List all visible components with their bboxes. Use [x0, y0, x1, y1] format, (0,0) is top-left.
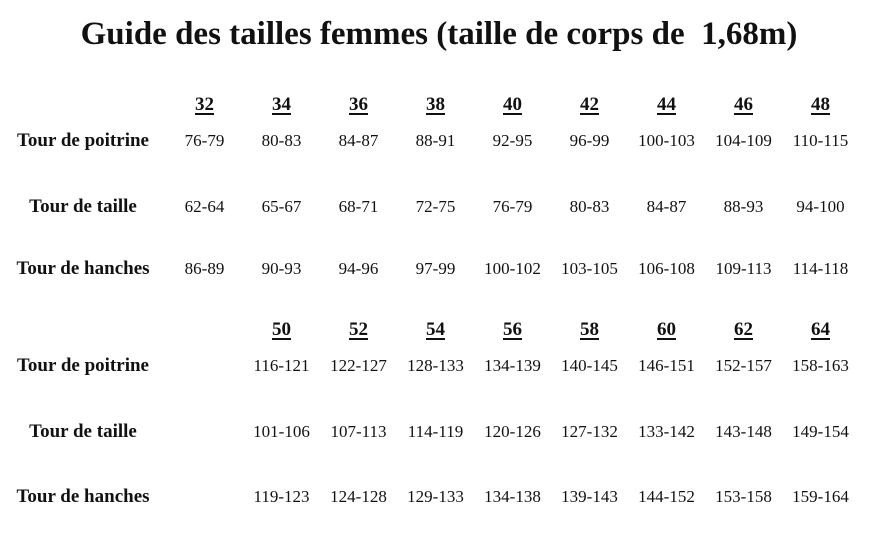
measure-value: 144-152: [638, 487, 695, 506]
size-header-row-2: 50 52 54 56 58 60 62 64: [0, 319, 859, 341]
measure-value: 122-127: [330, 356, 387, 375]
measure-value: 114-118: [792, 259, 849, 278]
bust-row-1: Tour de poitrine 76-79 80-83 84-87 88-91…: [0, 130, 859, 152]
size-header-row-1: 32 34 36 38 40 42 44 46 48: [0, 94, 859, 116]
measure-value: 88-93: [723, 197, 764, 216]
measure-value: 94-100: [796, 197, 845, 216]
row-label: Tour de taille: [29, 196, 137, 217]
measure-value: 94-96: [338, 259, 379, 278]
hips-row-2: Tour de hanches 119-123 124-128 129-133 …: [0, 486, 859, 508]
waist-row-2: Tour de taille 101-106 107-113 114-119 1…: [0, 421, 859, 443]
measure-value: 128-133: [407, 356, 464, 375]
row-label: Tour de poitrine: [17, 355, 149, 376]
row-label: Tour de taille: [29, 421, 137, 442]
measure-value: 134-139: [484, 356, 541, 375]
size-header: 50: [272, 319, 291, 340]
size-header: 44: [657, 94, 676, 115]
size-header: 46: [734, 94, 753, 115]
size-header: 48: [811, 94, 830, 115]
measure-value: 158-163: [792, 356, 849, 375]
measure-value: 90-93: [261, 259, 302, 278]
measure-value: 62-64: [184, 197, 225, 216]
measure-value: 107-113: [330, 422, 387, 441]
measure-value: 72-75: [415, 197, 456, 216]
measure-value: 127-132: [561, 422, 618, 441]
size-header: 64: [811, 319, 830, 340]
measure-value: 97-99: [415, 259, 456, 278]
measure-value: 152-157: [715, 356, 772, 375]
size-header: 54: [426, 319, 445, 340]
measure-value: 159-164: [792, 487, 849, 506]
measure-value: 76-79: [184, 131, 225, 150]
measure-value: 153-158: [715, 487, 772, 506]
size-header: 38: [426, 94, 445, 115]
page-title: Guide des tailles femmes (taille de corp…: [80, 16, 798, 52]
measure-value: 116-121: [253, 356, 310, 375]
measure-value: 134-138: [484, 487, 541, 506]
size-header: 42: [580, 94, 599, 115]
row-label: Tour de hanches: [16, 258, 150, 279]
measure-value: 149-154: [792, 422, 849, 441]
measure-value: 104-109: [715, 131, 772, 150]
measure-value: 88-91: [415, 131, 456, 150]
measure-value: 65-67: [261, 197, 302, 216]
size-header: 58: [580, 319, 599, 340]
measure-value: 120-126: [484, 422, 541, 441]
measure-value: 143-148: [715, 422, 772, 441]
size-header: 36: [349, 94, 368, 115]
waist-row-1: Tour de taille 62-64 65-67 68-71 72-75 7…: [0, 196, 859, 218]
measure-value: 146-151: [638, 356, 695, 375]
measure-value: 140-145: [561, 356, 618, 375]
size-header: 56: [503, 319, 522, 340]
size-header: 34: [272, 94, 291, 115]
bust-row-2: Tour de poitrine 116-121 122-127 128-133…: [0, 355, 859, 377]
measure-value: 84-87: [338, 131, 379, 150]
size-header: 40: [503, 94, 522, 115]
measure-value: 86-89: [184, 259, 225, 278]
measure-value: 106-108: [638, 259, 695, 278]
size-header: 32: [195, 94, 214, 115]
measure-value: 92-95: [492, 131, 533, 150]
measure-value: 101-106: [253, 422, 310, 441]
measure-value: 110-115: [792, 131, 849, 150]
measure-value: 84-87: [646, 197, 687, 216]
size-header: 62: [734, 319, 753, 340]
measure-value: 100-103: [638, 131, 695, 150]
size-header: 60: [657, 319, 676, 340]
measure-value: 103-105: [561, 259, 618, 278]
measure-value: 109-113: [715, 259, 772, 278]
measure-value: 68-71: [338, 197, 379, 216]
measure-value: 80-83: [569, 197, 610, 216]
row-label: Tour de poitrine: [17, 130, 149, 151]
measure-value: 139-143: [561, 487, 618, 506]
measure-value: 129-133: [407, 487, 464, 506]
measure-value: 80-83: [261, 131, 302, 150]
row-label: Tour de hanches: [16, 486, 150, 507]
measure-value: 96-99: [569, 131, 610, 150]
measure-value: 119-123: [253, 487, 310, 506]
measure-value: 100-102: [484, 259, 541, 278]
size-header: 52: [349, 319, 368, 340]
measure-value: 76-79: [492, 197, 533, 216]
measure-value: 114-119: [407, 422, 464, 441]
measure-value: 124-128: [330, 487, 387, 506]
hips-row-1: Tour de hanches 86-89 90-93 94-96 97-99 …: [0, 258, 859, 280]
measure-value: 133-142: [638, 422, 695, 441]
